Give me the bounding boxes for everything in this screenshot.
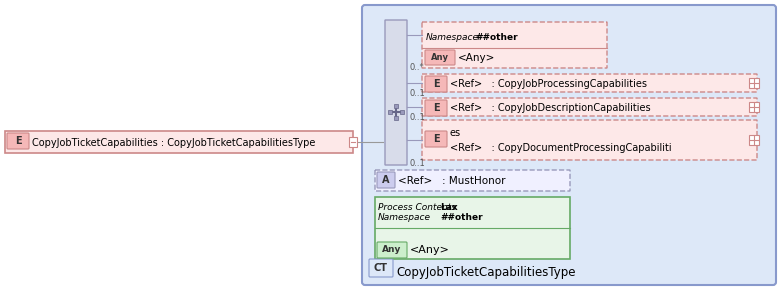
FancyBboxPatch shape [7,133,29,149]
Bar [394,104,398,108]
Text: <Ref>   : CopyJobDescriptionCapabilities: <Ref> : CopyJobDescriptionCapabilities [450,103,651,113]
Text: 0..1: 0..1 [410,158,426,168]
Text: es: es [450,128,461,138]
FancyBboxPatch shape [425,100,447,116]
Text: CopyJobTicketCapabilitiesType: CopyJobTicketCapabilitiesType [396,266,575,279]
FancyBboxPatch shape [385,20,407,165]
Text: CopyJobTicketCapabilities : CopyJobTicketCapabilitiesType: CopyJobTicketCapabilities : CopyJobTicke… [32,138,315,148]
Text: Any: Any [383,245,401,255]
Text: E: E [433,103,439,113]
FancyBboxPatch shape [422,120,757,160]
Text: E: E [433,134,439,144]
Text: A: A [383,175,390,185]
FancyBboxPatch shape [377,242,407,258]
Text: ##other: ##other [475,32,517,42]
Text: 0..1: 0..1 [410,90,426,99]
Text: ##other: ##other [440,214,483,223]
Bar [349,137,357,147]
FancyBboxPatch shape [425,131,447,147]
Bar [749,135,759,145]
FancyBboxPatch shape [369,259,393,277]
Text: <Ref>   : MustHonor: <Ref> : MustHonor [398,176,506,186]
Text: <Any>: <Any> [410,245,450,255]
FancyBboxPatch shape [422,98,757,116]
FancyBboxPatch shape [375,197,570,259]
Text: CT: CT [374,263,388,273]
Bar [749,102,759,112]
FancyBboxPatch shape [5,131,353,153]
Text: <Any>: <Any> [458,53,495,63]
Bar [400,110,404,114]
Text: 0..*: 0..* [410,64,425,73]
FancyBboxPatch shape [422,22,607,68]
FancyBboxPatch shape [377,172,395,188]
FancyBboxPatch shape [362,5,776,285]
Text: Any: Any [431,53,449,62]
Text: Process Contents: Process Contents [378,203,456,212]
Bar [388,110,392,114]
Text: Lax: Lax [440,203,458,212]
Text: Namespace: Namespace [426,32,479,42]
Bar [394,116,398,120]
FancyBboxPatch shape [375,170,570,191]
Text: <Ref>   : CopyJobProcessingCapabilities: <Ref> : CopyJobProcessingCapabilities [450,79,647,89]
Text: 0..1: 0..1 [410,114,426,123]
Text: E: E [433,79,439,89]
Text: E: E [15,136,21,146]
FancyBboxPatch shape [425,50,455,65]
FancyBboxPatch shape [425,76,447,92]
Bar [749,78,759,88]
Text: Namespace: Namespace [378,214,431,223]
Text: <Ref>   : CopyDocumentProcessingCapabiliti: <Ref> : CopyDocumentProcessingCapabiliti [450,143,672,153]
FancyBboxPatch shape [422,74,757,92]
